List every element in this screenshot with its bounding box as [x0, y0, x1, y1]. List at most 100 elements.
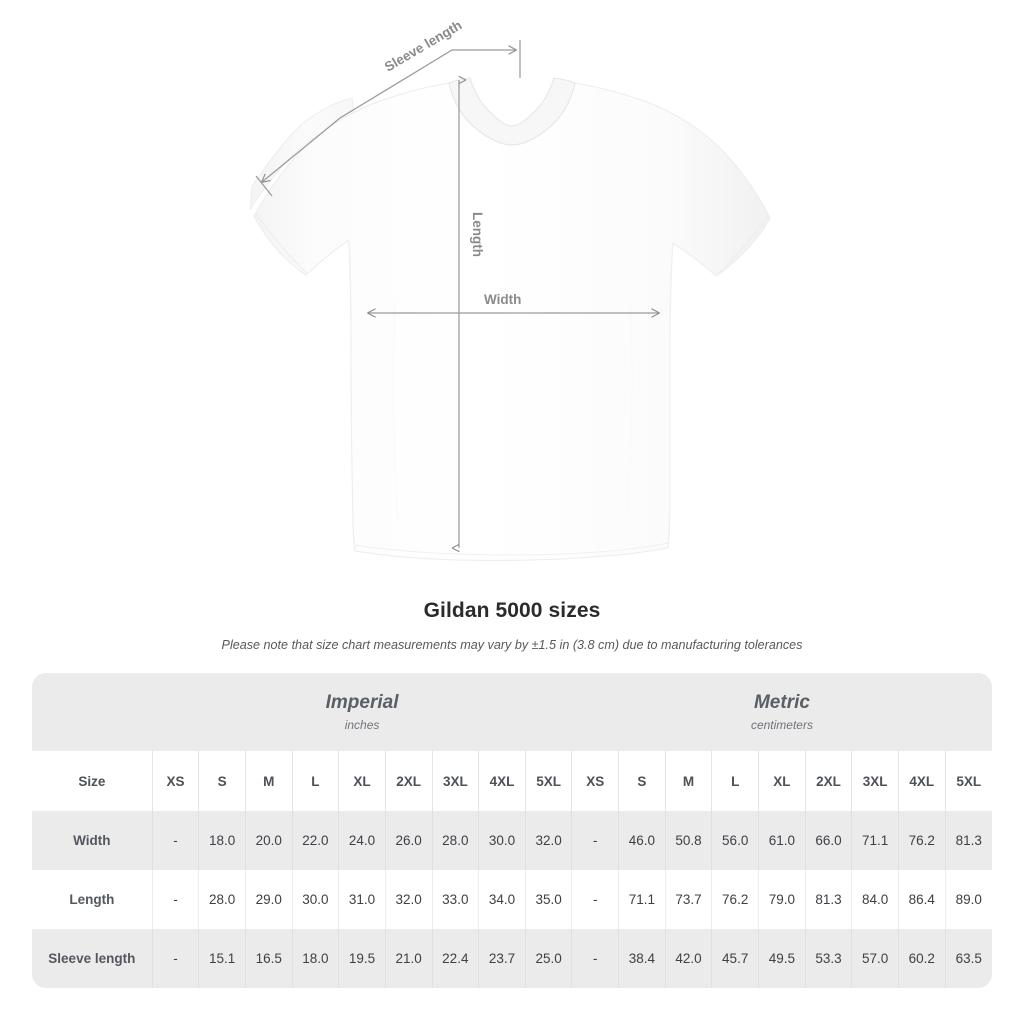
title-block: Gildan 5000 sizes Please note that size …: [0, 598, 1024, 653]
measurement-value: 57.0: [851, 929, 899, 988]
size-column-header-xl-imperial: XL: [338, 751, 386, 811]
measurement-value: 71.1: [851, 811, 899, 870]
measurement-label-length: Length: [32, 870, 153, 929]
unit-system-header-metric: Metric centimeters: [571, 673, 992, 751]
measurement-value: 18.0: [198, 811, 246, 870]
measurement-value: 50.8: [664, 811, 712, 870]
measurement-value: 60.2: [897, 929, 946, 988]
measurement-value: 34.0: [478, 870, 526, 929]
measurement-value: 61.0: [758, 811, 806, 870]
measurement-value: -: [151, 929, 199, 988]
measurement-value: 25.0: [524, 929, 572, 988]
measurement-value: 30.0: [478, 811, 526, 870]
page-subtitle: Please note that size chart measurements…: [221, 638, 803, 652]
measurement-value: 15.1: [198, 929, 246, 988]
measurement-value: 53.3: [804, 929, 852, 988]
size-header-row: Size XS S M L XL 2XL 3XL 4XL 5XL XS S M L XL 2XL 3XL 4XL 5…: [32, 751, 992, 811]
measurement-value: 32.0: [524, 811, 572, 870]
measurement-value: 23.7: [478, 929, 526, 988]
measurement-value: 49.5: [758, 929, 806, 988]
measurement-value: 71.1: [618, 870, 666, 929]
sleeve-length-label: Sleeve length: [382, 17, 465, 74]
size-column-header-3xl-imperial: 3XL: [431, 751, 479, 811]
size-column-header-l-imperial: L: [291, 751, 339, 811]
measurement-label-sleeve-length: Sleeve length: [32, 929, 153, 988]
measurement-value: 28.0: [198, 870, 246, 929]
page-title: Gildan 5000 sizes: [423, 599, 601, 622]
measurement-value: 18.0: [291, 929, 339, 988]
measurement-value: 46.0: [618, 811, 666, 870]
tshirt-illustration: [249, 77, 771, 561]
unit-header-spacer: [32, 673, 153, 751]
size-column-header: Size: [32, 751, 153, 811]
measurement-value: -: [571, 929, 619, 988]
measurement-value: 22.4: [431, 929, 479, 988]
unit-system-unit: inches: [344, 717, 380, 732]
size-column-header-3xl-metric: 3XL: [851, 751, 899, 811]
size-column-header-2xl-imperial: 2XL: [384, 751, 432, 811]
measurement-value: 56.0: [711, 811, 759, 870]
measurement-value: 22.0: [291, 811, 339, 870]
measurement-value: 35.0: [524, 870, 572, 929]
size-column-header-5xl-imperial: 5XL: [524, 751, 572, 811]
size-column-header-2xl-metric: 2XL: [804, 751, 852, 811]
measurement-value: 73.7: [664, 870, 712, 929]
unit-system-name: Imperial: [325, 691, 399, 713]
size-column-header-m-imperial: M: [244, 751, 293, 811]
table-row: Width -18.0 20.0 22.0 24.0 26.0 28.0 30.0 32.0-4…: [32, 811, 992, 870]
measurement-value: 29.0: [244, 870, 293, 929]
size-column-header-4xl-metric: 4XL: [897, 751, 946, 811]
measurement-label-width: Width: [32, 811, 153, 870]
table-row: Length -28.0 29.0 30.0 31.0 32.0 33.0 34.0 35.0-…: [32, 870, 992, 929]
measurement-value: -: [571, 870, 619, 929]
measurement-value: 42.0: [664, 929, 712, 988]
measurement-value: 24.0: [338, 811, 386, 870]
measurement-value: -: [151, 870, 199, 929]
unit-system-header-row: Imperial inches Metric centimeters: [32, 673, 992, 751]
sleeve-length-annotation: [255, 40, 521, 197]
measurement-value: 30.0: [291, 870, 339, 929]
measurement-value: 63.5: [944, 929, 992, 988]
measurement-value: 28.0: [431, 811, 479, 870]
table-row: Sleeve length -15.1 16.5 18.0 19.5 21.0 22.4 23…: [32, 929, 992, 988]
measurement-value: -: [151, 811, 199, 870]
measurement-value: 81.3: [944, 811, 992, 870]
size-column-header-s-metric: S: [618, 751, 666, 811]
size-chart-table: Imperial inches Metric centimeters Size XS S M L…: [32, 673, 992, 988]
measurement-value: 84.0: [851, 870, 899, 929]
measurement-value: 31.0: [338, 870, 386, 929]
measurement-value: 33.0: [431, 870, 479, 929]
unit-system-name: Metric: [753, 691, 810, 713]
tshirt-measurement-diagram: Sleeve length Length Width: [249, 17, 771, 561]
measurement-value: 45.7: [711, 929, 759, 988]
sleeve-length-start-tick: [255, 175, 273, 197]
size-column-header-m-metric: M: [664, 751, 712, 811]
measurement-value: 21.0: [384, 929, 432, 988]
measurement-value: 81.3: [804, 870, 852, 929]
measurement-value: 32.0: [384, 870, 432, 929]
size-column-header-xl-metric: XL: [758, 751, 806, 811]
size-column-header-l-metric: L: [711, 751, 759, 811]
size-column-header-xs-metric: XS: [571, 751, 619, 811]
measurement-value: 26.0: [384, 811, 432, 870]
measurement-value: 20.0: [244, 811, 293, 870]
length-label: Length: [470, 212, 485, 257]
unit-system-unit: centimeters: [750, 717, 813, 732]
measurement-value: 76.2: [897, 811, 946, 870]
measurement-value: -: [571, 811, 619, 870]
measurement-value: 79.0: [758, 870, 806, 929]
measurement-value: 16.5: [244, 929, 293, 988]
measurement-value: 86.4: [897, 870, 946, 929]
measurement-value: 89.0: [944, 870, 992, 929]
measurement-value: 38.4: [618, 929, 666, 988]
size-column-header-5xl-metric: 5XL: [944, 751, 992, 811]
size-column-header-s-imperial: S: [198, 751, 246, 811]
unit-system-header-imperial: Imperial inches: [152, 673, 572, 751]
width-label: Width: [484, 292, 521, 307]
measurement-value: 19.5: [338, 929, 386, 988]
size-chart-table-wrapper: Imperial inches Metric centimeters Size XS S M L…: [32, 673, 992, 988]
size-column-header-4xl-imperial: 4XL: [478, 751, 526, 811]
measurement-value: 76.2: [711, 870, 759, 929]
measurement-value: 66.0: [804, 811, 852, 870]
size-column-header-xs-imperial: XS: [151, 751, 199, 811]
